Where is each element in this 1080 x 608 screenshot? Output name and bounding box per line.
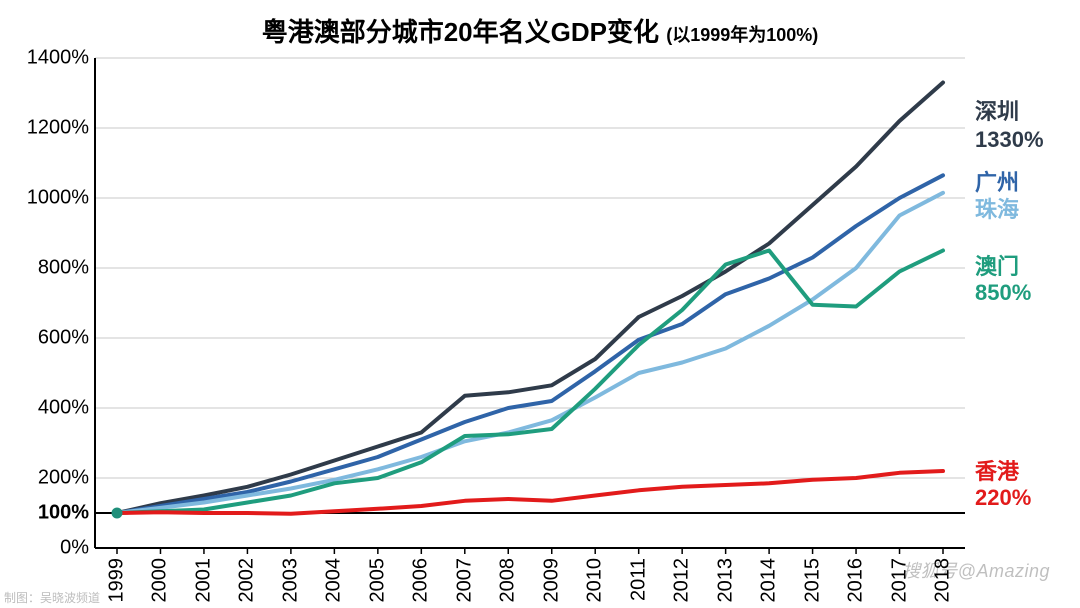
xtick-label: 2005: [366, 558, 389, 603]
ytick-label: 800%: [0, 257, 89, 280]
series-value-shenzhen: 1330%: [975, 128, 1044, 152]
plot-area: [95, 58, 965, 548]
series-label-guangzhou: 广州: [975, 171, 1019, 195]
xtick-label: 2009: [540, 558, 563, 603]
series-value-hongkong: 220%: [975, 486, 1031, 510]
xtick-label: 2012: [671, 558, 694, 603]
chart-container: 粤港澳部分城市20年名义GDP变化 (以1999年为100%) 0% 200% 40…: [0, 0, 1080, 608]
xtick-label: 2015: [801, 558, 824, 603]
chart-title: 粤港澳部分城市20年名义GDP变化 (以1999年为100%): [0, 12, 1080, 49]
series-label-hongkong: 香港: [975, 460, 1019, 484]
watermark-text: 搜狐号@Amazing: [902, 557, 1050, 583]
ytick-label: 1400%: [0, 47, 89, 70]
ytick-label: 400%: [0, 397, 89, 420]
series-label-zhuhai: 珠海: [975, 198, 1019, 222]
xtick-label: 2011: [627, 558, 650, 601]
credit-text: 制图：吴晓波频道: [4, 589, 100, 606]
xtick-label: 2014: [758, 558, 781, 603]
series-label-macau: 澳门: [975, 255, 1019, 279]
xtick-label: 2004: [323, 558, 346, 603]
series-label-shenzhen: 深圳: [975, 100, 1019, 124]
xtick-label: 2002: [236, 558, 259, 603]
ytick-label: 200%: [0, 467, 89, 490]
xtick-label: 2003: [279, 558, 302, 603]
series-value-macau: 850%: [975, 281, 1031, 305]
ytick-label: 1200%: [0, 117, 89, 140]
xtick-label: 2013: [714, 558, 737, 603]
xtick-label: 2010: [584, 558, 607, 603]
ytick-baseline-label: 100%: [0, 502, 89, 525]
title-main: 粤港澳部分城市20年名义GDP变化: [262, 17, 659, 47]
xtick-label: 2000: [149, 558, 172, 603]
axes-layer: [95, 58, 965, 548]
ytick-label: 1000%: [0, 187, 89, 210]
xtick-label: 2007: [453, 558, 476, 603]
xtick-label: 2006: [410, 558, 433, 603]
title-sub: (以1999年为100%): [666, 25, 818, 45]
ytick-label: 0%: [0, 537, 89, 560]
xtick-label: 2016: [845, 558, 868, 603]
ytick-label: 600%: [0, 327, 89, 350]
xtick-label: 2001: [192, 558, 215, 603]
xtick-label: 1999: [106, 558, 129, 603]
xtick-label: 2008: [497, 558, 520, 603]
